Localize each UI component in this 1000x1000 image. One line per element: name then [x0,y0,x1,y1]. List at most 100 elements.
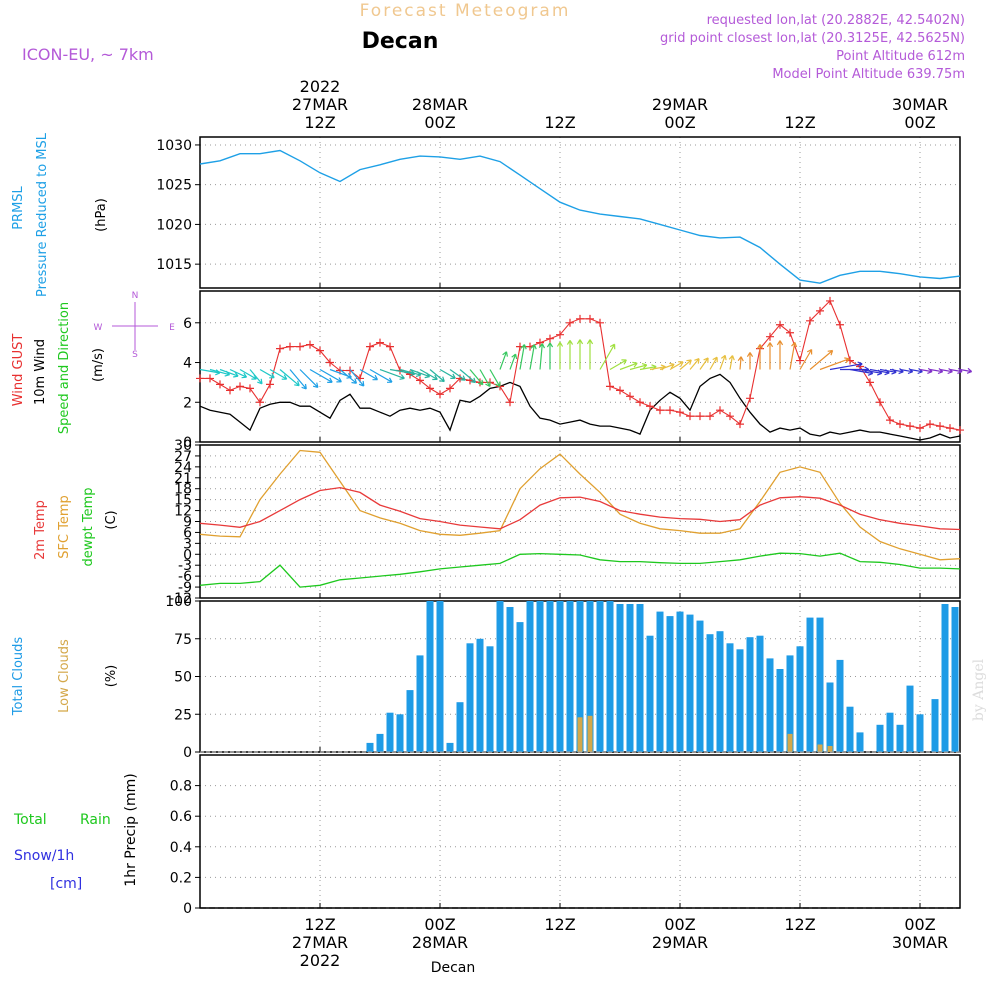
gust-marker [386,342,394,351]
wind-arrow [728,355,735,370]
total-cloud-bar [476,638,484,753]
pressure-unit: (hPa) [94,198,109,232]
low-cloud-bar [817,744,823,752]
time-label: 27MAR [292,933,348,952]
wind-arrow [556,341,564,370]
y-tick-label: 0.2 [170,870,192,886]
panel-frame [199,754,961,909]
gust-marker [566,318,574,327]
y-tick-label: -3 [178,558,192,574]
total-cloud-bar [846,706,854,752]
model-altitude: Model Point Altitude 639.75m [772,67,965,82]
total-cloud-bar [596,601,604,752]
total-cloud-bar [806,617,814,752]
gust-marker [576,314,584,323]
total-cloud-bar [536,601,544,752]
compass-east: E [169,323,175,333]
wind-arrow [576,339,584,370]
gust-marker [826,296,834,305]
total-cloud-bar [556,601,564,752]
time-label: 2022 [300,951,341,970]
y-tick-label: 2 [183,395,192,411]
panels: 10151020102510300246-12-9-6-303691215182… [156,136,973,917]
gust-marker [926,420,934,429]
time-label: 28MAR [412,933,468,952]
chart-title: Forecast Meteogram [360,1,571,21]
t2m-line [199,486,961,531]
wind-arrow [659,362,675,371]
total-cloud-bar [496,601,504,752]
total-cloud-bar [676,611,684,752]
y-tick-label: 25 [174,707,192,723]
rain-label-total: Total [13,812,47,828]
total-cloud-bar [826,682,834,752]
snow-label: Snow/1h [14,848,74,864]
time-label: 29MAR [652,95,708,114]
gust-marker [606,382,614,391]
total-cloud-bar [456,702,464,752]
total-cloud-bar [666,616,674,752]
time-label: 00Z [904,915,935,934]
gust-marker [376,338,384,347]
cloud-labels: Total Clouds Low Clouds (%) [11,637,119,717]
gust-marker [196,374,204,383]
wind-arrow [629,363,648,371]
y-tick-label: 0.8 [170,779,192,795]
wind-arrow [469,369,484,386]
prmsl-label: PRMSL [11,185,26,229]
y-tick-label: 0 [183,745,192,761]
total-cloud-bar [916,714,924,753]
time-label: 12Z [544,113,575,132]
gust-marker [276,344,284,353]
y-tick-label: 0 [183,435,192,451]
total-cloud-bar [626,604,634,752]
total-cloud-bar [766,658,774,752]
total-cloud-bar [941,604,949,752]
wind-arrow [269,368,288,380]
model-label: ICON-EU, ~ 7km [22,45,154,64]
wind-arrow [309,368,333,383]
wind-arrow [449,369,466,381]
total-cloud-bar [636,604,644,752]
time-label: 30MAR [892,933,948,952]
total-cloud-bar [876,724,884,752]
wind-arrow [756,344,764,370]
y-tick-label: 0.4 [170,840,192,856]
y-tick-label: 6 [183,525,192,541]
snow-unit-label: [cm] [50,876,82,892]
total-cloud-bar [696,620,704,752]
gust-marker [246,384,254,393]
time-label: 00Z [424,915,455,934]
time-label: 00Z [904,113,935,132]
wind-arrow [619,361,638,371]
wind-arrow [699,357,709,370]
wind-arrow [379,368,405,380]
wind-arrow [279,369,300,387]
total-cloud-bar [816,617,824,752]
y-tick-label: -6 [178,569,192,585]
panel-frame [199,444,961,599]
total-cloud-bar [906,685,914,752]
gust-marker [686,412,694,421]
prmsl-desc-label: Pressure Reduced to MSL [35,132,50,297]
total-cloud-bar [376,733,384,752]
total-cloud-bar [796,646,804,752]
total-cloud-bar [686,614,694,752]
gust-marker [446,384,454,393]
total-cloud-bar [436,601,444,752]
total-cloud-bar [426,601,434,752]
wind-arrow [369,368,393,383]
gust-marker [216,380,224,389]
temp-labels: 2m Temp SFC Temp dewpt Temp (C) [33,487,119,566]
wind-arrow [479,369,491,388]
gust-marker [296,342,304,351]
gust-marker [886,416,894,425]
y-tick-label: -12 [169,591,192,607]
wind-arrow [509,353,518,370]
gust-marker [726,412,734,421]
wind-gust-label: Wind GUST [11,334,26,407]
total-cloud-bar [886,712,894,752]
total-cloud-bar [931,699,939,752]
total-cloud-bar [386,712,394,752]
